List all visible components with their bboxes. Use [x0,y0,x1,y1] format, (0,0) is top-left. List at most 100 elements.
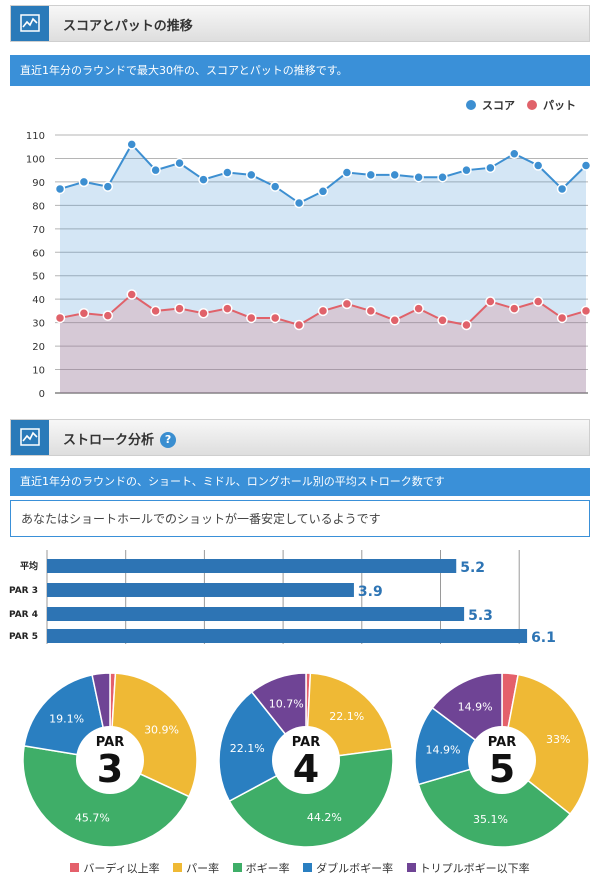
category-label: PAR 4 [9,610,38,620]
category-label: PAR 5 [9,632,38,642]
slice-label: 33% [546,733,570,746]
section-title-text: ストローク分析 [63,433,155,448]
legend-label: パー率 [186,862,220,875]
data-point [461,319,472,331]
data-point [532,160,544,171]
data-point [222,167,233,178]
legend-item-bogey: ボギー率 [232,860,290,876]
y-tick-label: 80 [32,201,45,212]
data-point [150,164,161,176]
data-point [293,197,305,209]
data-point [365,169,377,181]
data-point [461,164,472,176]
y-tick-label: 90 [32,178,45,189]
data-label: 6.1 [531,630,556,646]
slice-label: 45.7% [75,811,110,824]
center-label-number: 4 [293,747,319,791]
slice-label: 22.1% [230,742,265,755]
center-label-number: 3 [97,747,123,791]
category-label: 平均 [20,560,38,572]
series-area [60,294,586,393]
center-label-number: 5 [489,747,515,791]
legend-dot [466,100,476,110]
legend-swatch [232,863,242,872]
section-description: 直近1年分のラウンドの、ショート、ミドル、ロングホール別の平均ストローク数です [10,468,590,496]
legend-label: ボギー率 [245,862,290,875]
data-point [580,305,592,317]
y-tick-label: 30 [32,319,45,330]
data-point [509,303,520,314]
data-point [102,310,114,321]
data-point [556,183,568,195]
legend-label: バーディ以上率 [83,862,160,875]
data-point [365,305,377,317]
legend-item-score: スコア [466,97,515,113]
y-tick-label: 0 [39,389,45,400]
y-tick-label: 110 [26,131,45,142]
legend-item-par: パー率 [173,860,219,876]
legend-swatch [303,863,313,872]
data-point [509,148,520,160]
y-tick-label: 20 [32,342,45,353]
data-point [437,315,448,326]
legend-item-putt: パット [527,97,576,113]
data-point [222,303,233,314]
slice-label: 35.1% [473,813,508,826]
data-point [389,315,400,326]
y-tick-label: 10 [32,366,45,377]
data-point [102,181,114,192]
slice-label: 14.9% [425,743,460,756]
data-point [341,298,353,310]
bar [47,559,457,573]
data-point [317,305,329,317]
y-tick-label: 40 [32,295,45,306]
legend-item-triple: トリプルボギー以下率 [406,860,530,876]
data-point [485,162,496,174]
data-point [580,160,592,171]
bar [47,629,528,643]
legend-swatch [406,863,416,872]
section-title: スコアとパットの推移 [63,19,193,34]
center-label-par: PAR [292,735,320,750]
center-label-par: PAR [96,735,124,750]
y-tick-label: 60 [32,248,45,259]
bar [47,607,465,621]
line-chart-icon [11,6,49,41]
legend-label: スコア [482,99,515,112]
analysis-note: あなたはショートホールでのショットが一番安定しているようです [10,500,590,537]
legend-dot [527,100,537,110]
slice-label: 14.9% [458,700,493,713]
donut-hole [468,726,536,794]
slice-label: 19.1% [49,713,84,726]
data-point [532,296,544,307]
data-point [78,308,90,319]
data-point [437,171,448,183]
category-label: PAR 3 [9,586,38,596]
slice-label: 22.1% [329,710,364,723]
data-label: 5.3 [468,608,493,624]
data-point [126,289,137,300]
data-point [150,305,161,317]
data-point [341,167,353,178]
data-label: 3.9 [358,584,383,600]
data-point [413,303,424,314]
data-point [269,181,281,192]
pie-charts: 30.9%45.7%19.1%PAR322.1%44.2%22.1%10.7%P… [22,672,590,848]
y-tick-label: 50 [32,272,45,283]
question-circle-icon[interactable]: ? [160,432,177,448]
data-point [485,296,496,307]
legend-item-double: ダブルボギー率 [303,860,393,876]
line-chart-icon [11,420,49,455]
data-point [198,174,209,185]
data-point [317,186,329,197]
pie-slice [228,747,394,848]
slice-label: 10.7% [269,697,304,710]
legend-label: トリプルボギー以下率 [419,862,530,875]
data-label: 5.2 [460,560,485,576]
section-title: ストローク分析? [63,429,177,448]
donut-hole [272,726,340,794]
bar [47,583,354,597]
line-chart: 0 10 20 30 40 50 60 70 80 90 100 110 [26,131,592,400]
data-point [174,157,185,169]
data-point [556,312,568,324]
